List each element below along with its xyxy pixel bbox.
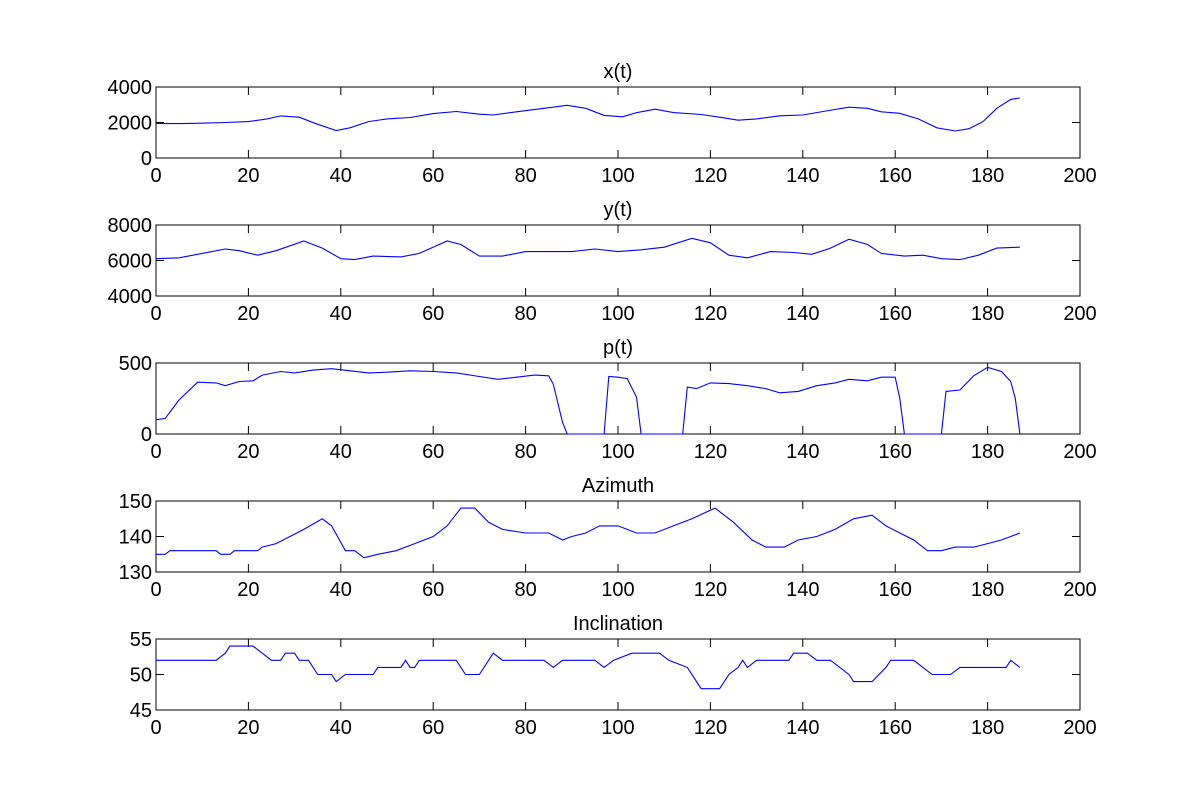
x-tick-label: 20 <box>237 441 259 463</box>
subplot-2: y(t) 0 20 40 60 80 100 120 140 160 180 200 4000 6000 8… <box>108 199 1097 325</box>
y-tick-label: 0 <box>141 148 152 170</box>
y-tick-label: 150 <box>119 491 152 513</box>
series-line <box>156 507 1021 559</box>
x-tick-label: 0 <box>150 579 161 601</box>
axes-box <box>155 638 1081 711</box>
series-line <box>155 97 1020 132</box>
x-tick-label: 100 <box>601 165 634 187</box>
x-tick-label: 40 <box>330 579 352 601</box>
x-tick-label: 120 <box>694 165 727 187</box>
x-tick-label: 200 <box>1063 579 1096 601</box>
x-tick-label: 200 <box>1063 165 1096 187</box>
y-tick-label: 0 <box>141 424 152 446</box>
x-tick-label: 100 <box>601 441 634 463</box>
x-tick-label: 40 <box>330 303 352 325</box>
x-tick-label: 80 <box>514 717 536 739</box>
x-tick-label: 80 <box>514 441 536 463</box>
x-tick-label: 180 <box>971 717 1004 739</box>
series-line <box>155 366 1021 435</box>
x-tick-label: 40 <box>330 441 352 463</box>
x-tick-label: 140 <box>786 441 819 463</box>
y-tick-label: 4000 <box>108 286 153 308</box>
x-tick-label: 120 <box>694 441 727 463</box>
series-line <box>155 237 1020 261</box>
x-tick-label: 20 <box>237 579 259 601</box>
axes-box <box>155 500 1081 573</box>
subplot-4: Azimuth 0 20 40 60 80 100 120 140 160 180 200 130 140… <box>119 475 1097 601</box>
subplot-title: y(t) <box>604 199 633 221</box>
x-tick-label: 40 <box>330 717 352 739</box>
x-tick-label: 160 <box>879 165 912 187</box>
x-tick-label: 60 <box>422 441 444 463</box>
x-tick-label: 60 <box>422 303 444 325</box>
y-tick-label: 50 <box>130 665 152 687</box>
x-tick-label: 80 <box>514 579 536 601</box>
x-tick-label: 160 <box>879 717 912 739</box>
x-tick-label: 140 <box>786 717 819 739</box>
y-tick-label: 8000 <box>108 215 153 237</box>
subplot-title: Inclination <box>573 613 663 635</box>
x-tick-label: 160 <box>879 441 912 463</box>
x-tick-label: 0 <box>150 303 161 325</box>
x-tick-label: 120 <box>694 303 727 325</box>
subplot-title: Azimuth <box>582 475 654 497</box>
y-tick-label: 140 <box>119 527 152 549</box>
x-tick-label: 40 <box>330 165 352 187</box>
x-tick-label: 0 <box>150 441 161 463</box>
y-tick-label: 130 <box>119 562 152 584</box>
x-tick-label: 140 <box>786 303 819 325</box>
x-tick-label: 140 <box>786 579 819 601</box>
x-tick-label: 120 <box>694 717 727 739</box>
subplot-3: p(t) 0 20 40 60 80 100 120 140 160 180 200 0 500 <box>119 337 1097 463</box>
x-tick-label: 100 <box>601 579 634 601</box>
x-tick-label: 80 <box>514 165 536 187</box>
x-tick-label: 0 <box>150 717 161 739</box>
y-tick-label: 45 <box>130 700 152 722</box>
subplot-5: Inclination 0 20 40 60 80 100 120 140 160 180 200 45… <box>130 613 1097 739</box>
y-tick-label: 2000 <box>108 113 153 135</box>
y-tick-label: 55 <box>130 629 152 651</box>
x-tick-label: 200 <box>1063 303 1096 325</box>
axes-box <box>155 86 1081 159</box>
x-tick-label: 180 <box>971 579 1004 601</box>
subplot-title: x(t) <box>604 61 633 83</box>
x-tick-label: 60 <box>422 717 444 739</box>
x-tick-label: 200 <box>1063 717 1096 739</box>
series-line <box>156 645 1021 690</box>
x-tick-label: 60 <box>422 165 444 187</box>
x-tick-label: 20 <box>237 165 259 187</box>
x-tick-label: 20 <box>237 717 259 739</box>
x-tick-label: 20 <box>237 303 259 325</box>
x-tick-label: 60 <box>422 579 444 601</box>
x-tick-label: 180 <box>971 303 1004 325</box>
y-tick-label: 6000 <box>108 251 153 273</box>
axes-box <box>155 362 1081 435</box>
x-tick-label: 180 <box>971 441 1004 463</box>
x-tick-label: 100 <box>601 303 634 325</box>
y-tick-label: 500 <box>119 353 152 375</box>
x-tick-label: 120 <box>694 579 727 601</box>
x-tick-label: 160 <box>879 303 912 325</box>
x-tick-label: 0 <box>150 165 161 187</box>
x-tick-label: 180 <box>971 165 1004 187</box>
x-tick-label: 160 <box>879 579 912 601</box>
y-tick-label: 4000 <box>108 77 153 99</box>
x-tick-label: 80 <box>514 303 536 325</box>
axes-box <box>155 224 1081 297</box>
x-tick-label: 100 <box>601 717 634 739</box>
subplot-title: p(t) <box>603 337 633 359</box>
x-tick-label: 140 <box>786 165 819 187</box>
x-tick-label: 200 <box>1063 441 1096 463</box>
